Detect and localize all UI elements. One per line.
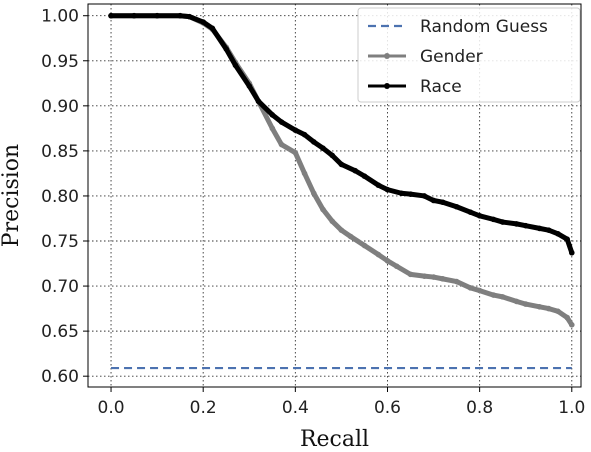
y-tick-label: 0.70 bbox=[41, 277, 79, 297]
gender-point bbox=[338, 227, 345, 233]
race-point bbox=[292, 127, 299, 133]
race-point bbox=[398, 190, 405, 197]
y-tick-label: 0.95 bbox=[41, 52, 79, 72]
y-tick-label: 1.00 bbox=[41, 7, 79, 27]
race-point bbox=[131, 12, 137, 19]
race-point bbox=[568, 249, 575, 256]
race-point bbox=[555, 231, 561, 237]
y-tick-label: 0.85 bbox=[41, 142, 79, 162]
x-tick-label: 0.6 bbox=[374, 398, 401, 418]
gender-point bbox=[467, 285, 474, 291]
gender-point bbox=[476, 287, 483, 294]
race-point bbox=[329, 152, 336, 159]
race-point bbox=[246, 83, 253, 89]
race-point bbox=[522, 222, 529, 229]
x-tick-label: 0.2 bbox=[190, 398, 217, 418]
gender-point bbox=[522, 301, 529, 307]
y-tick-label: 0.65 bbox=[41, 322, 79, 342]
race-point bbox=[269, 112, 276, 118]
race-point bbox=[384, 186, 391, 193]
gender-point bbox=[292, 149, 299, 156]
race-point bbox=[564, 236, 570, 243]
gender-point bbox=[347, 233, 354, 240]
legend-label-random-guess: Random Guess bbox=[420, 17, 548, 37]
race-point bbox=[513, 221, 520, 227]
gender-point bbox=[269, 125, 276, 132]
gender-point bbox=[499, 294, 506, 300]
gender-point bbox=[301, 170, 308, 177]
x-tick-label: 0.0 bbox=[98, 398, 125, 418]
gender-point bbox=[555, 308, 561, 315]
race-point bbox=[310, 139, 317, 145]
race-point bbox=[430, 197, 437, 204]
y-tick-label: 0.90 bbox=[41, 97, 79, 117]
race-point bbox=[209, 25, 216, 32]
y-tick-label: 0.75 bbox=[41, 232, 79, 252]
race-point bbox=[223, 46, 230, 52]
race-point bbox=[320, 145, 326, 151]
race-point bbox=[352, 167, 359, 174]
race-point bbox=[200, 19, 206, 25]
gender-point bbox=[384, 258, 391, 264]
race-point bbox=[232, 62, 239, 69]
race-point bbox=[490, 216, 497, 223]
gender-point bbox=[564, 314, 570, 321]
legend-marker-race bbox=[384, 83, 390, 89]
legend: Random Guess Gender Race bbox=[357, 7, 581, 103]
race-point bbox=[361, 173, 368, 179]
race-point bbox=[421, 193, 428, 199]
race-point bbox=[439, 199, 446, 206]
race-point bbox=[453, 203, 460, 210]
legend-box bbox=[357, 7, 581, 103]
gender-point bbox=[490, 292, 497, 298]
legend-label-gender: Gender bbox=[420, 47, 483, 67]
race-point bbox=[186, 13, 193, 20]
x-axis-title: Recall bbox=[300, 427, 369, 452]
gender-point bbox=[513, 298, 520, 305]
race-point bbox=[499, 219, 506, 225]
gender-point bbox=[407, 271, 414, 278]
gender-point bbox=[545, 305, 552, 312]
race-point bbox=[407, 191, 414, 197]
gender-point bbox=[329, 218, 336, 224]
plot-series bbox=[108, 12, 575, 370]
gender-point bbox=[439, 276, 446, 282]
y-axis-title: Precision bbox=[0, 144, 24, 247]
race-point bbox=[255, 98, 262, 105]
race-line bbox=[108, 13, 575, 256]
gender-point bbox=[361, 242, 368, 249]
race-point bbox=[278, 119, 285, 125]
gender-point bbox=[430, 274, 437, 280]
gender-point bbox=[393, 263, 400, 270]
axis-ticks: 0.0 0.2 0.4 0.6 0.8 1.0 0.60 0.65 0.70 0.75 0.80 0.… bbox=[41, 7, 585, 418]
gender-point bbox=[568, 322, 575, 328]
gender-point bbox=[320, 206, 326, 213]
legend-label-race: Race bbox=[420, 77, 462, 97]
race-point bbox=[338, 161, 345, 168]
x-tick-label: 1.0 bbox=[558, 398, 585, 418]
race-point bbox=[108, 12, 114, 19]
legend-marker-gender bbox=[384, 53, 390, 59]
gender-point bbox=[278, 141, 285, 148]
race-point bbox=[536, 225, 543, 232]
gender-point bbox=[536, 304, 543, 310]
y-tick-label: 0.80 bbox=[41, 187, 79, 207]
gender-point bbox=[453, 278, 460, 285]
race-point bbox=[375, 182, 382, 188]
race-point bbox=[545, 227, 552, 233]
race-point bbox=[476, 212, 483, 219]
gender-point bbox=[375, 251, 382, 258]
x-tick-label: 0.4 bbox=[282, 398, 309, 418]
race-point bbox=[154, 12, 160, 19]
race-point bbox=[301, 131, 308, 138]
gender-point bbox=[310, 190, 317, 197]
gender-point bbox=[421, 273, 428, 279]
race-point bbox=[177, 12, 183, 19]
race-point bbox=[467, 209, 474, 215]
y-tick-label: 0.60 bbox=[41, 367, 79, 387]
x-tick-label: 0.8 bbox=[466, 398, 493, 418]
